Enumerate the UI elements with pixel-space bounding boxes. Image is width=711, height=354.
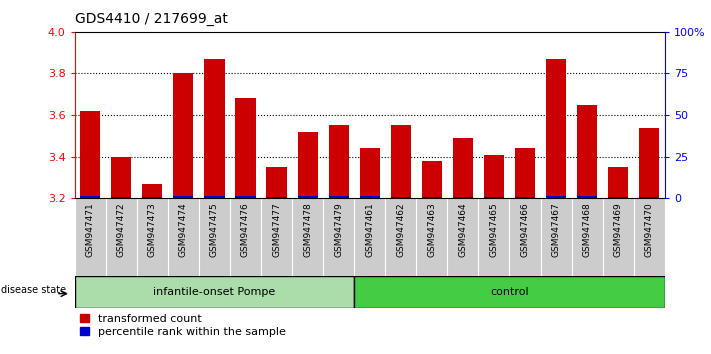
Bar (453, 138, 473, 198)
Bar (235, 98, 255, 198)
Text: GSM947474: GSM947474 (179, 202, 188, 257)
Bar (267, 167, 287, 198)
Bar (142, 197, 162, 198)
Text: GSM947469: GSM947469 (614, 202, 623, 257)
Text: GSM947470: GSM947470 (645, 202, 653, 257)
Bar (484, 155, 504, 198)
Bar (75, 276, 354, 308)
Bar (111, 157, 132, 198)
Bar (80, 195, 100, 198)
Bar (328, 196, 349, 198)
Bar (422, 197, 442, 198)
Bar (577, 105, 597, 198)
Text: GSM947479: GSM947479 (334, 202, 343, 257)
Text: GSM947477: GSM947477 (272, 202, 281, 257)
Bar (639, 127, 659, 198)
Bar (546, 59, 566, 198)
Text: GSM947466: GSM947466 (520, 202, 530, 257)
Bar (297, 132, 318, 198)
Bar (390, 196, 411, 198)
Bar (484, 196, 504, 198)
Text: GSM947464: GSM947464 (459, 202, 467, 257)
Bar (639, 196, 659, 198)
Bar (204, 59, 225, 198)
Text: control: control (490, 287, 529, 297)
Bar (422, 161, 442, 198)
Text: GSM947462: GSM947462 (396, 202, 405, 257)
Bar (354, 276, 665, 308)
Text: GSM947471: GSM947471 (86, 202, 95, 257)
Text: GDS4410 / 217699_at: GDS4410 / 217699_at (75, 12, 228, 26)
Bar (360, 148, 380, 198)
Text: GSM947461: GSM947461 (365, 202, 374, 257)
Bar (80, 111, 100, 198)
Text: GSM947478: GSM947478 (303, 202, 312, 257)
Bar (173, 196, 193, 198)
Bar (235, 195, 255, 198)
Text: infantile-onset Pompe: infantile-onset Pompe (154, 287, 276, 297)
Bar (267, 197, 287, 198)
Text: disease state: disease state (1, 285, 67, 296)
Bar (173, 74, 193, 198)
Legend: transformed count, percentile rank within the sample: transformed count, percentile rank withi… (80, 314, 286, 337)
Text: GSM947467: GSM947467 (552, 202, 560, 257)
Text: GSM947463: GSM947463 (427, 202, 437, 257)
Text: GSM947472: GSM947472 (117, 202, 126, 257)
Bar (204, 196, 225, 198)
Bar (297, 196, 318, 198)
Bar (453, 196, 473, 198)
Bar (111, 196, 132, 198)
Text: GSM947468: GSM947468 (582, 202, 592, 257)
Bar (142, 184, 162, 198)
Bar (390, 125, 411, 198)
Bar (515, 196, 535, 198)
Bar (577, 196, 597, 198)
Text: GSM947465: GSM947465 (489, 202, 498, 257)
Bar (546, 196, 566, 198)
Bar (328, 125, 349, 198)
Bar (608, 167, 629, 198)
Text: GSM947473: GSM947473 (148, 202, 157, 257)
Bar (608, 197, 629, 198)
Text: GSM947476: GSM947476 (241, 202, 250, 257)
Bar (360, 196, 380, 198)
Bar (515, 148, 535, 198)
Text: GSM947475: GSM947475 (210, 202, 219, 257)
